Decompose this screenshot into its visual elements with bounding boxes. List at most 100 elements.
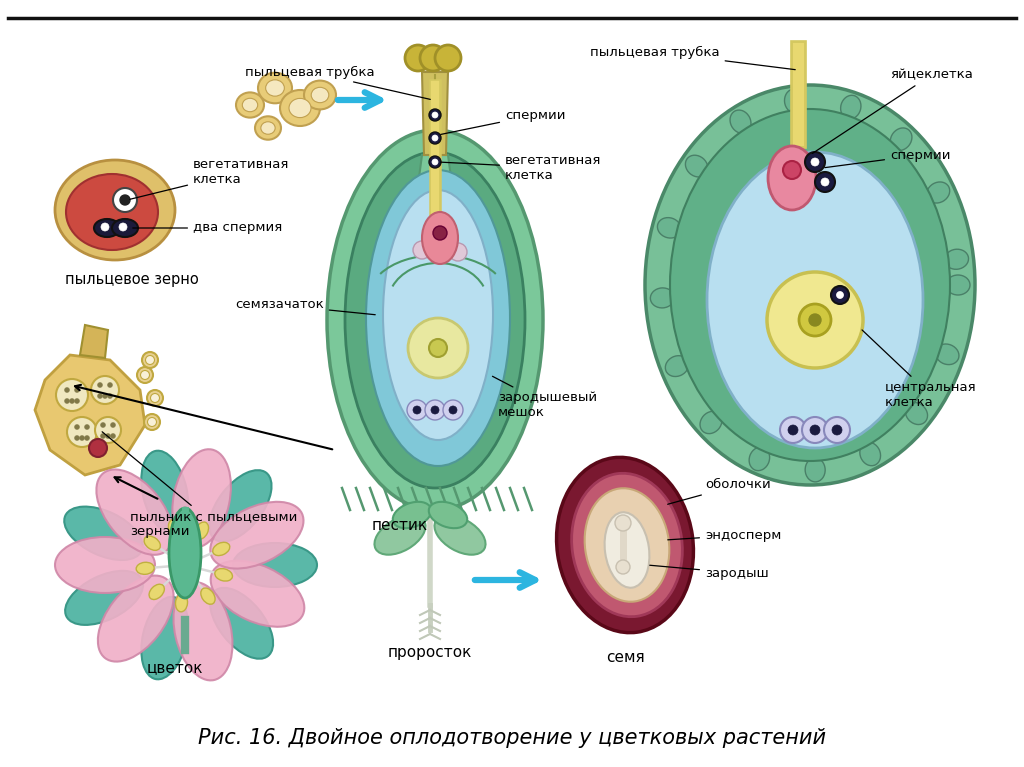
Circle shape — [432, 159, 438, 165]
Circle shape — [443, 400, 463, 420]
Ellipse shape — [261, 122, 275, 134]
Ellipse shape — [66, 174, 158, 250]
Circle shape — [432, 135, 438, 141]
Ellipse shape — [233, 543, 317, 587]
Text: пыльник с пыльцевыми
зернами: пыльник с пыльцевыми зернами — [102, 432, 297, 538]
Polygon shape — [418, 155, 452, 185]
Ellipse shape — [172, 449, 231, 548]
Ellipse shape — [169, 508, 201, 598]
Ellipse shape — [890, 128, 912, 150]
Text: Рис. 16. Двойное оплодотворение у цветковых растений: Рис. 16. Двойное оплодотворение у цветко… — [198, 728, 826, 748]
Circle shape — [91, 376, 119, 404]
Circle shape — [147, 390, 163, 406]
Ellipse shape — [55, 537, 155, 593]
Circle shape — [435, 45, 461, 71]
Ellipse shape — [243, 98, 258, 112]
Ellipse shape — [141, 451, 188, 533]
Circle shape — [95, 417, 121, 443]
Circle shape — [821, 178, 829, 186]
Ellipse shape — [265, 80, 285, 96]
Circle shape — [145, 355, 155, 364]
Polygon shape — [80, 325, 108, 358]
Circle shape — [100, 423, 105, 427]
Ellipse shape — [393, 502, 431, 528]
Circle shape — [449, 243, 467, 261]
Text: зародышевый
мешок: зародышевый мешок — [493, 377, 597, 419]
Circle shape — [108, 383, 113, 387]
Ellipse shape — [860, 443, 881, 466]
Ellipse shape — [557, 457, 693, 633]
Circle shape — [811, 158, 819, 166]
Polygon shape — [422, 72, 449, 155]
Ellipse shape — [98, 575, 174, 662]
Ellipse shape — [375, 515, 426, 555]
Circle shape — [100, 433, 105, 439]
Circle shape — [831, 286, 849, 304]
Circle shape — [432, 112, 438, 118]
Ellipse shape — [175, 594, 187, 612]
Text: центральная
клетка: центральная клетка — [862, 330, 977, 409]
Polygon shape — [35, 355, 145, 475]
Circle shape — [615, 515, 631, 531]
Circle shape — [97, 383, 102, 387]
Ellipse shape — [434, 515, 485, 555]
Ellipse shape — [213, 542, 229, 555]
Circle shape — [429, 109, 441, 121]
Circle shape — [119, 223, 127, 231]
Text: семя: семя — [605, 650, 644, 665]
Circle shape — [431, 406, 439, 414]
Circle shape — [788, 425, 798, 435]
Ellipse shape — [215, 568, 232, 581]
Ellipse shape — [645, 85, 975, 485]
Circle shape — [89, 439, 106, 457]
Circle shape — [429, 156, 441, 168]
Circle shape — [120, 195, 130, 205]
Text: пыльцевая трубка: пыльцевая трубка — [245, 65, 430, 100]
Circle shape — [113, 188, 137, 212]
Circle shape — [75, 424, 80, 430]
Ellipse shape — [345, 152, 525, 488]
Circle shape — [413, 241, 431, 259]
Text: вегетативная
клетка: вегетативная клетка — [440, 154, 601, 182]
Ellipse shape — [657, 218, 681, 238]
Ellipse shape — [805, 458, 825, 482]
Circle shape — [105, 433, 111, 439]
Circle shape — [616, 560, 630, 574]
Ellipse shape — [150, 584, 165, 600]
Ellipse shape — [66, 571, 143, 625]
Circle shape — [65, 399, 70, 403]
Circle shape — [108, 393, 113, 399]
Circle shape — [111, 433, 116, 439]
Circle shape — [97, 393, 102, 399]
Circle shape — [809, 314, 821, 326]
Circle shape — [805, 152, 825, 172]
Circle shape — [67, 417, 97, 447]
Circle shape — [102, 393, 108, 399]
Circle shape — [831, 425, 842, 435]
Circle shape — [767, 272, 863, 368]
Ellipse shape — [141, 597, 188, 680]
Circle shape — [137, 367, 153, 383]
Ellipse shape — [650, 288, 675, 308]
Circle shape — [70, 399, 75, 403]
Text: эндосперм: эндосперм — [668, 528, 781, 542]
Circle shape — [56, 379, 88, 411]
Circle shape — [75, 399, 80, 403]
Circle shape — [799, 304, 831, 336]
Circle shape — [406, 45, 431, 71]
Circle shape — [140, 370, 150, 380]
Text: спермии: спермии — [824, 149, 950, 168]
Ellipse shape — [750, 447, 770, 471]
Ellipse shape — [55, 160, 175, 260]
Ellipse shape — [429, 502, 467, 528]
Ellipse shape — [211, 561, 304, 627]
Circle shape — [144, 414, 160, 430]
Circle shape — [111, 423, 116, 427]
Ellipse shape — [422, 212, 458, 264]
Text: цветок: цветок — [146, 660, 203, 675]
Text: пыльцевое зерно: пыльцевое зерно — [65, 272, 199, 287]
Circle shape — [810, 425, 820, 435]
Ellipse shape — [685, 155, 708, 177]
Circle shape — [65, 387, 70, 393]
Circle shape — [449, 406, 457, 414]
